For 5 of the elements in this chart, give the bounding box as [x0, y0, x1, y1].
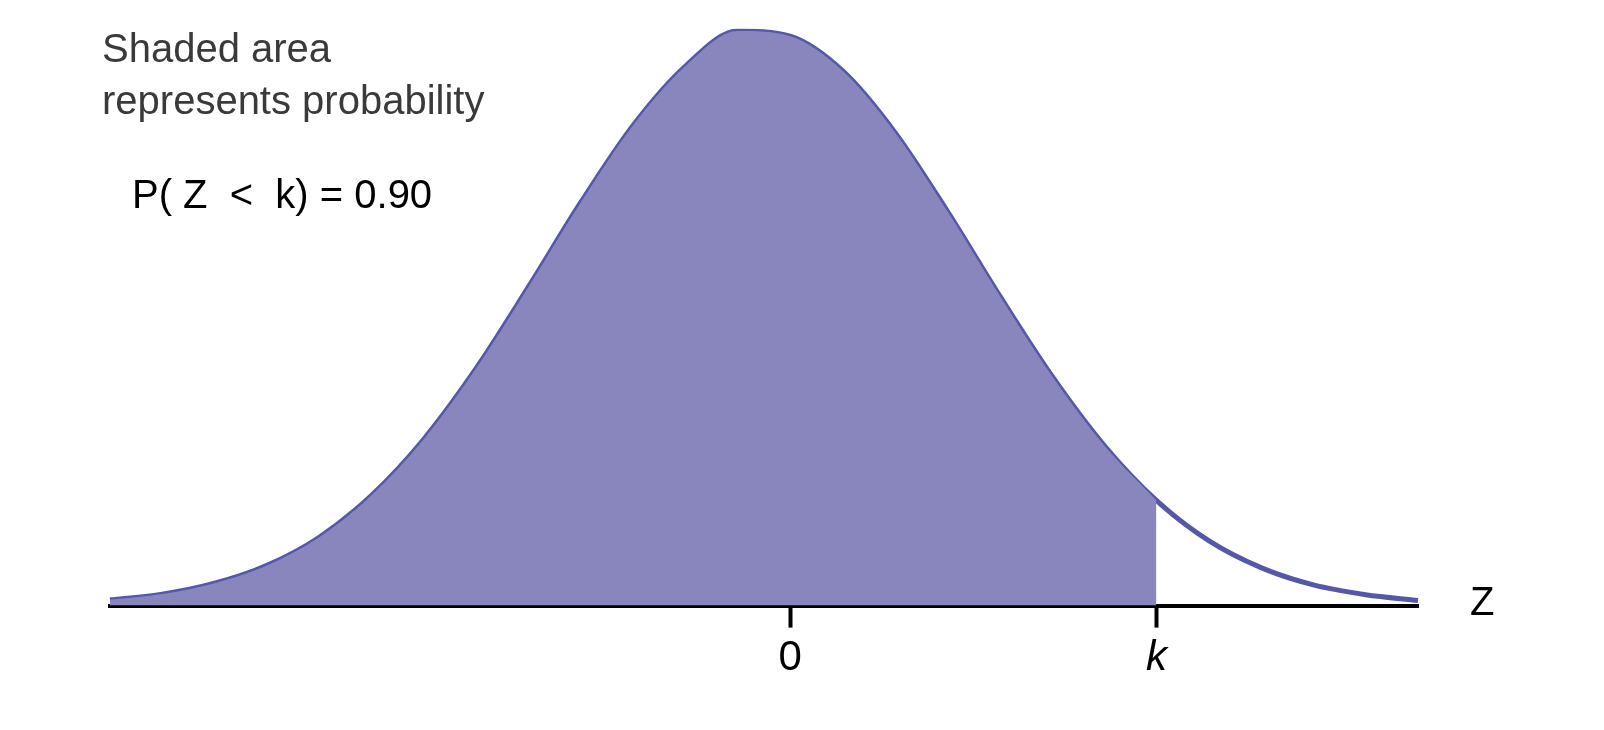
x-tick-label: k	[1145, 632, 1169, 680]
annotation: P( Z < k) = 0.90	[132, 172, 433, 217]
annotation: Shaded area represents probability	[102, 25, 486, 124]
x-axis-title: Z	[1470, 578, 1495, 623]
x-tick-label: 0	[778, 632, 802, 680]
